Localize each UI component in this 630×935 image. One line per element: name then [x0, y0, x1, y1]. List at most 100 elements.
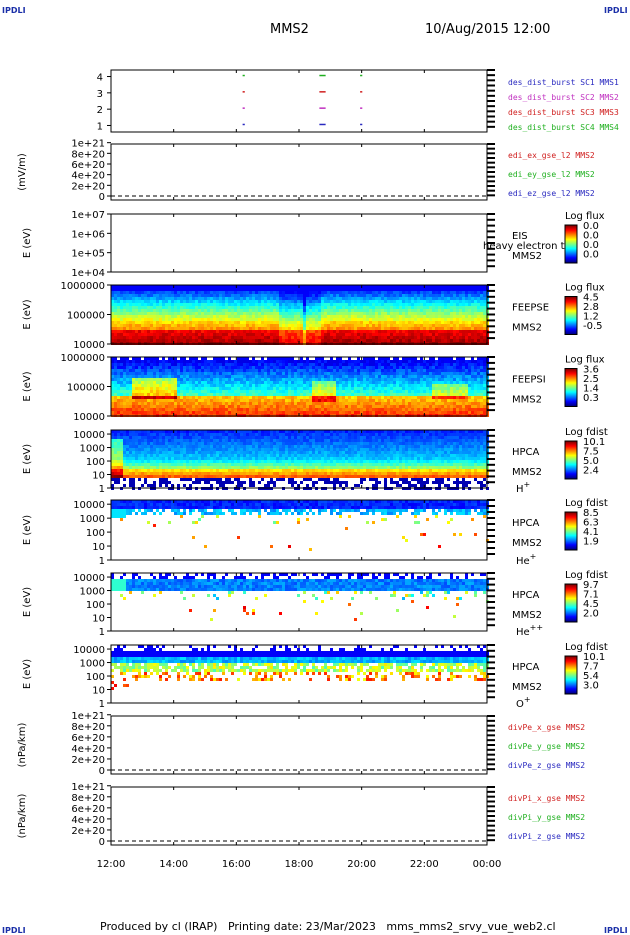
spectrogram-cell	[210, 318, 213, 321]
spectrogram-cell	[444, 363, 447, 366]
spectrogram-cell	[414, 405, 417, 408]
spectrogram-cell	[147, 408, 150, 411]
spectrogram-cell	[372, 360, 375, 363]
spectrogram-cell	[360, 387, 363, 390]
spectrogram-cell	[198, 378, 201, 381]
spectrogram-cell	[444, 396, 447, 399]
spectrogram-cell	[189, 372, 192, 375]
spectrogram-cell	[417, 318, 420, 321]
spectrogram-cell	[144, 339, 147, 342]
spectrogram-cell	[255, 366, 258, 369]
spectrogram-cell	[351, 312, 354, 315]
spectrogram-cell	[291, 402, 294, 405]
spectrogram-cell	[309, 303, 312, 306]
spectrogram-cell	[396, 312, 399, 315]
spectrogram-cell	[348, 393, 351, 396]
spectrogram-cell	[300, 339, 303, 342]
spectrogram-cell	[156, 393, 159, 396]
spectrogram-cell	[228, 306, 231, 309]
spectrogram-cell	[423, 312, 426, 315]
spectrogram-cell	[282, 309, 285, 312]
spectrogram-cell	[162, 402, 165, 405]
spectrogram-cell	[147, 378, 150, 381]
spectrogram-cell	[411, 309, 414, 312]
spectrogram-cell	[156, 402, 159, 405]
spectrogram-cell	[123, 375, 126, 378]
spectrogram-cell	[159, 411, 162, 414]
spectrogram-cell	[426, 312, 429, 315]
spectrogram-cell	[267, 297, 270, 300]
spectrogram-cell	[435, 309, 438, 312]
spectrogram-cell	[147, 381, 150, 384]
spectrogram-cell	[249, 333, 252, 336]
spectrogram-cell	[279, 318, 282, 321]
spectrogram-cell	[207, 372, 210, 375]
spectrogram-cell	[417, 336, 420, 339]
spectrogram-cell	[426, 369, 429, 372]
spectrogram-cell	[420, 393, 423, 396]
spectrogram-cell	[363, 369, 366, 372]
spectrogram-cell	[165, 327, 168, 330]
spectrogram-cell	[345, 336, 348, 339]
spectrogram-cell	[249, 366, 252, 369]
spectrogram-cell	[141, 393, 144, 396]
spectrogram-cell	[351, 399, 354, 402]
spectrogram-cell	[372, 288, 375, 291]
spectrogram-cell	[426, 297, 429, 300]
spectrogram-cell	[444, 321, 447, 324]
spectrogram-cell	[342, 303, 345, 306]
spectrogram-cell	[315, 366, 318, 369]
spectrogram-cell	[354, 363, 357, 366]
spectrogram-cell	[381, 336, 384, 339]
spectrogram-cell	[249, 309, 252, 312]
spectrogram-cell	[186, 303, 189, 306]
spectrogram-cell	[186, 399, 189, 402]
spectrogram-cell	[153, 309, 156, 312]
spectrogram-cell	[153, 327, 156, 330]
spectrogram-cell	[393, 300, 396, 303]
spectrogram-cell	[372, 312, 375, 315]
spectrogram-cell	[129, 375, 132, 378]
spectrogram-cell	[396, 309, 399, 312]
spectrogram-cell	[435, 378, 438, 381]
spectrogram-cell	[438, 306, 441, 309]
spectrogram-cell	[246, 336, 249, 339]
spectrogram-cell	[297, 408, 300, 411]
spectrogram-cell	[186, 384, 189, 387]
spectrogram-cell	[144, 366, 147, 369]
spectrogram-cell	[153, 384, 156, 387]
spectrogram-cell	[159, 396, 162, 399]
spectrogram-cell	[123, 294, 126, 297]
spectrogram-cell	[147, 390, 150, 393]
spectrogram-cell	[207, 324, 210, 327]
spectrogram-cell	[174, 318, 177, 321]
spectrogram-cell	[336, 381, 339, 384]
spectrogram-cell	[327, 393, 330, 396]
spectrogram-cell	[159, 390, 162, 393]
spectrogram-cell	[345, 321, 348, 324]
spectrogram-cell	[378, 390, 381, 393]
spectrogram-cell	[159, 387, 162, 390]
spectrogram-cell	[189, 399, 192, 402]
spectrogram-cell	[243, 396, 246, 399]
spectrogram-cell	[123, 309, 126, 312]
spectrogram-cell	[360, 309, 363, 312]
spectrogram-cell	[315, 381, 318, 384]
spectrogram-cell	[420, 369, 423, 372]
spectrogram-cell	[351, 378, 354, 381]
spectrogram-cell	[129, 309, 132, 312]
spectrogram-cell	[381, 387, 384, 390]
spectrogram-cell	[183, 393, 186, 396]
spectrogram-cell	[195, 411, 198, 414]
spectrogram-cell	[204, 402, 207, 405]
spectrogram-cell	[243, 312, 246, 315]
spectrogram-cell	[153, 363, 156, 366]
spectrogram-cell	[171, 324, 174, 327]
spectrogram-cell	[120, 411, 123, 414]
spectrogram-cell	[318, 303, 321, 306]
spectrogram-cell	[210, 339, 213, 342]
spectrogram-cell	[354, 339, 357, 342]
spectrogram-cell	[222, 399, 225, 402]
spectrogram-cell	[180, 363, 183, 366]
spectrogram-cell	[228, 303, 231, 306]
